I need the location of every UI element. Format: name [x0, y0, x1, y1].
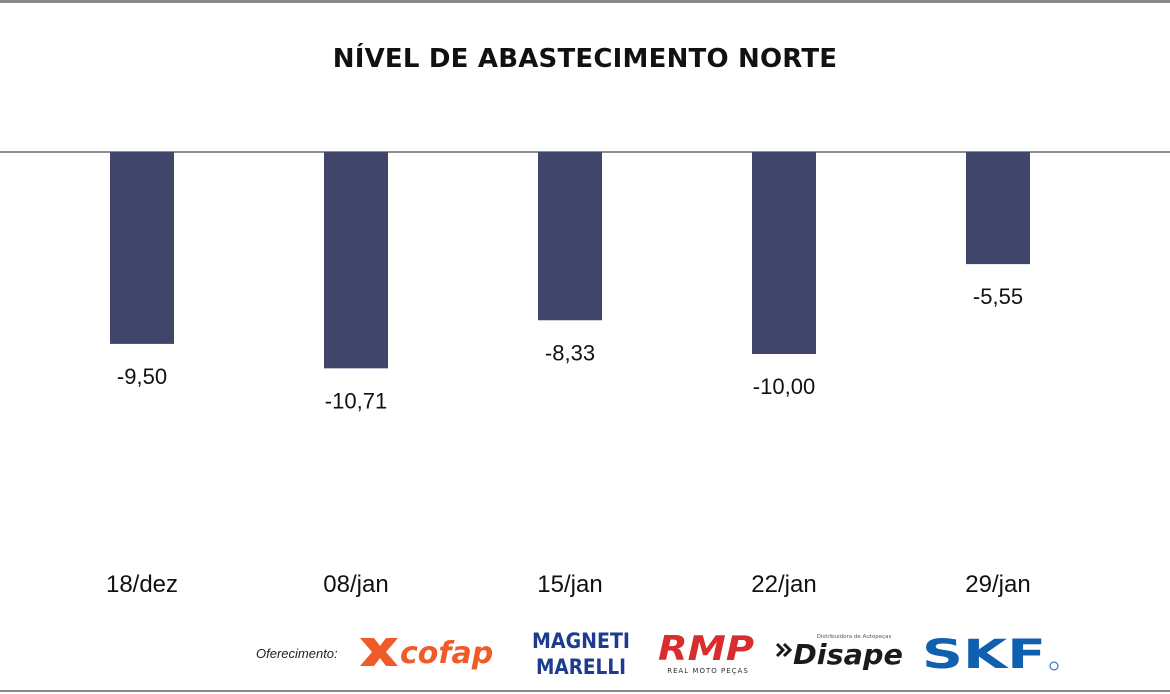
disape-logo: Distribuidora de Autopeças Disape — [775, 634, 903, 671]
marelli-top-word: MAGNETI — [532, 629, 630, 653]
bar-22/jan — [752, 152, 816, 354]
data-label: -8,33 — [545, 340, 595, 365]
magneti-marelli-logo: MAGNETI MARELLI — [532, 629, 630, 678]
bar-18/dez — [110, 152, 174, 344]
bar-chart: -9,50 18/dez -10,71 08/jan -8,33 15/jan -10,00… — [0, 151, 1170, 598]
x-tick-label: 18/dez — [106, 571, 178, 598]
rmp-subtitle: REAL MOTO PEÇAS — [667, 667, 749, 675]
rmp-wordmark: RMP — [658, 629, 754, 669]
data-label: -10,00 — [753, 374, 815, 399]
skf-wordmark: SKF — [922, 632, 1046, 674]
sponsor-label: Oferecimento: — [256, 646, 338, 661]
x-tick-label: 15/jan — [537, 571, 602, 598]
data-label: -5,55 — [973, 284, 1023, 309]
top-rule — [0, 0, 1170, 3]
x-tick-label: 22/jan — [751, 571, 816, 598]
x-tick-label: 29/jan — [965, 571, 1030, 598]
disape-subtitle: Distribuidora de Autopeças — [817, 634, 892, 640]
bar-08/jan — [324, 152, 388, 369]
bottom-rule — [0, 690, 1170, 692]
rmp-logo: RMP REAL MOTO PEÇAS — [658, 629, 754, 675]
disape-wordmark: Disape — [793, 638, 903, 671]
data-label: -9,50 — [117, 364, 167, 389]
skf-logo: SKF — [922, 632, 1059, 674]
cofap-logo: cofap — [360, 636, 493, 671]
x-tick-label: 08/jan — [323, 571, 388, 598]
marelli-bottom-word: MARELLI — [536, 655, 626, 678]
data-label: -10,71 — [325, 388, 387, 413]
bar-29/jan — [966, 152, 1030, 265]
chart-title: NÍVEL DE ABASTECIMENTO NORTE — [332, 44, 838, 74]
bar-15/jan — [538, 152, 602, 321]
cofap-wordmark: cofap — [400, 636, 493, 671]
sponsor-strip: Oferecimento: cofap MAGNETI MARELLI RMP … — [0, 622, 1170, 682]
